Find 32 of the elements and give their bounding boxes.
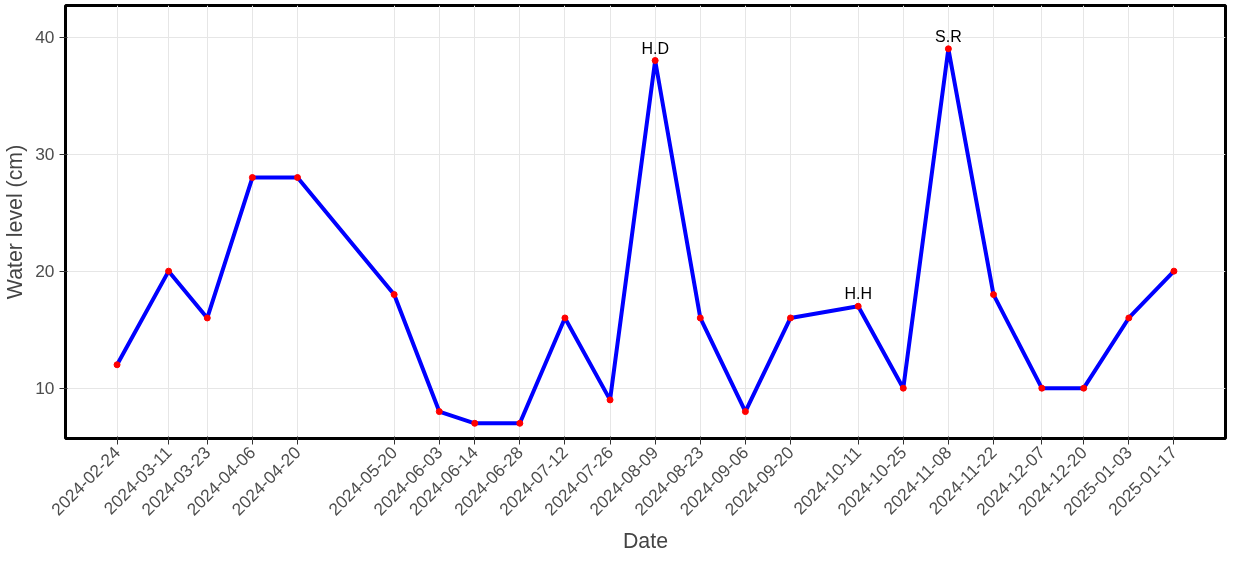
point — [854, 302, 862, 310]
annotation: S.R — [935, 27, 962, 45]
y-tick-label: 40 — [35, 27, 55, 48]
point — [1170, 267, 1178, 275]
y-tick-label: 20 — [35, 261, 55, 282]
point — [944, 45, 952, 53]
x-axis-title: Date — [622, 528, 669, 553]
point — [696, 314, 704, 322]
point — [294, 174, 301, 182]
annotation: H.H — [844, 285, 872, 303]
point — [1125, 314, 1133, 322]
point — [561, 314, 569, 322]
point — [113, 361, 121, 369]
point — [606, 396, 614, 404]
point — [899, 384, 907, 392]
point — [990, 291, 997, 299]
point — [471, 419, 479, 427]
point — [248, 174, 256, 182]
point — [1080, 384, 1088, 392]
point — [165, 267, 173, 275]
y-tick-label: 10 — [35, 378, 55, 399]
y-tick-label: 30 — [35, 144, 55, 165]
point — [651, 57, 659, 64]
annotation: H.D — [641, 39, 669, 57]
point — [390, 291, 398, 299]
point — [435, 408, 443, 416]
point — [741, 408, 749, 416]
point — [1038, 384, 1046, 392]
point — [516, 419, 524, 427]
point — [203, 314, 211, 322]
point — [787, 314, 794, 322]
y-axis-title: Water level (cm) — [3, 144, 28, 300]
